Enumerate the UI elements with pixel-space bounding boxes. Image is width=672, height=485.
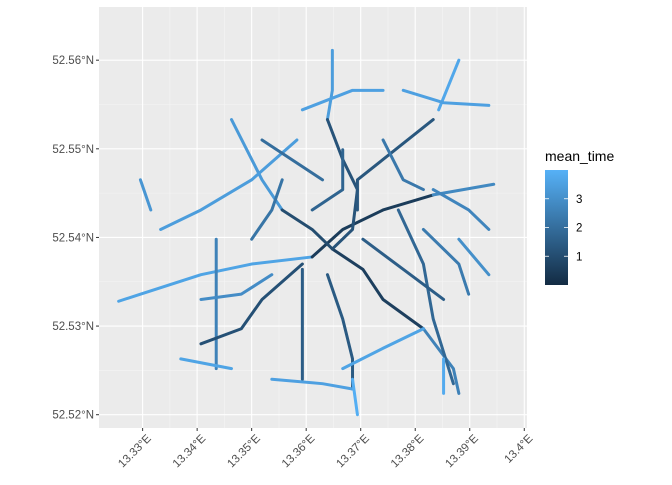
street-segment	[260, 138, 325, 182]
x-tick-label: 13.33°E	[116, 433, 154, 471]
legend-title: mean_time	[545, 148, 614, 164]
y-axis: 52.52°N 52.53°N 52.54°N 52.55°N 52.56°N	[52, 55, 99, 422]
street-segment	[361, 237, 446, 301]
legend-break-label: 2	[576, 223, 582, 235]
y-tick-label: 52.56°N	[52, 55, 94, 67]
x-tick-label: 13.34°E	[171, 433, 209, 471]
street-segment	[396, 208, 455, 386]
x-tick-label: 13.35°E	[225, 433, 263, 471]
street-segment	[341, 327, 425, 371]
street-segments	[117, 48, 496, 417]
legend-break-label: 3	[576, 194, 582, 206]
street-segment	[300, 88, 385, 112]
x-tick-label: 13.4°E	[502, 432, 535, 465]
street-segment	[199, 262, 304, 346]
street-segment	[421, 327, 461, 395]
street-segment	[159, 138, 299, 231]
x-tick-label: 13.37°E	[334, 433, 372, 471]
x-tick-label: 13.39°E	[443, 433, 481, 471]
y-tick-label: 52.55°N	[52, 144, 94, 156]
street-segment	[270, 377, 355, 391]
y-tick-label: 52.54°N	[52, 232, 94, 244]
street-segment	[280, 208, 334, 251]
street-segment	[381, 138, 425, 192]
street-segment	[325, 48, 334, 122]
x-tick-label: 13.38°E	[389, 433, 427, 471]
street-segment	[431, 188, 491, 231]
street-segment	[355, 118, 435, 212]
x-axis: 13.33°E 13.34°E 13.35°E 13.36°E 13.37°E 13.38…	[116, 428, 536, 471]
street-segment	[330, 247, 425, 331]
colorbar	[545, 170, 568, 285]
legend-break-label: 1	[576, 251, 582, 263]
street-segment	[179, 357, 233, 371]
street-segment	[310, 148, 345, 212]
street-segment	[138, 178, 153, 212]
street-segment	[431, 182, 496, 197]
y-tick-label: 52.52°N	[52, 410, 94, 422]
street-segment	[421, 227, 471, 296]
street-segment	[250, 178, 284, 241]
street-segment	[401, 88, 491, 107]
gridlines	[99, 7, 527, 428]
panel-background	[99, 7, 527, 428]
street-segment	[457, 237, 491, 277]
street-segment	[117, 255, 314, 303]
y-tick-label: 52.53°N	[52, 321, 94, 333]
x-tick-label: 13.36°E	[280, 433, 318, 471]
street-segment	[199, 273, 274, 301]
street-segment	[325, 273, 355, 391]
legend: mean_time 1 2 3	[545, 148, 614, 285]
street-segment	[351, 377, 359, 417]
